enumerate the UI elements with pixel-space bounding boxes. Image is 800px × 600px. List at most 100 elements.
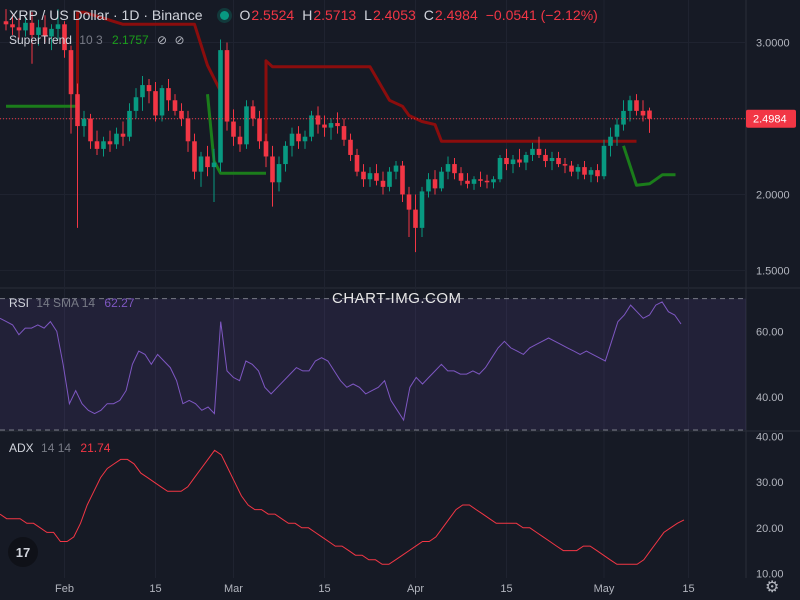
- candle-body: [439, 171, 444, 189]
- candle-body: [543, 154, 548, 162]
- candle-body: [224, 50, 230, 122]
- candle-body: [257, 118, 262, 142]
- candle-body: [361, 171, 366, 180]
- candle-body: [413, 209, 418, 228]
- candle-body: [120, 133, 126, 137]
- supertrend-legend[interactable]: SuperTrend 10 3 2.1757 ⊘ ⊘: [9, 33, 185, 47]
- candle-body: [179, 110, 184, 119]
- candle-body: [75, 94, 80, 127]
- candle-body: [237, 136, 243, 145]
- x-tick-label: 15: [149, 583, 161, 595]
- x-tick-label: May: [594, 583, 615, 595]
- candle-body: [3, 21, 9, 25]
- candle-body: [601, 145, 607, 177]
- x-tick-label: Mar: [224, 583, 243, 595]
- gear-icon[interactable]: ⚙: [765, 579, 780, 596]
- high-label: H: [302, 7, 313, 23]
- candle-body: [595, 170, 600, 177]
- tradingview-logo[interactable]: 17: [8, 537, 38, 567]
- candle-body: [127, 110, 132, 137]
- candle-body: [49, 28, 54, 37]
- rsi-band-fill: [0, 298, 746, 430]
- symbol-title: XRP / US Dollar · 1D · Binance: [9, 7, 203, 23]
- candle-body: [185, 118, 191, 142]
- adx-legend[interactable]: ADX 14 14 21.74: [9, 441, 110, 455]
- grid: [0, 0, 800, 578]
- candle-body: [205, 156, 210, 168]
- supertrend-down-line: [264, 59, 637, 149]
- candle-body: [647, 110, 652, 119]
- eye-off-icon[interactable]: ⊘: [157, 33, 168, 47]
- candle-body: [491, 179, 496, 183]
- x-tick-label: 15: [682, 583, 694, 595]
- candle-body: [569, 165, 574, 172]
- x-tick-label: Feb: [55, 583, 74, 595]
- candle-body: [270, 156, 275, 183]
- candle-body: [387, 171, 392, 187]
- candle-body: [484, 180, 490, 183]
- candle-body: [374, 173, 379, 181]
- candle-body: [556, 157, 561, 165]
- candle-body: [114, 133, 119, 145]
- candle-body: [419, 191, 425, 228]
- candle-body: [276, 164, 282, 183]
- rsi-params: 14 SMA 14: [36, 296, 96, 310]
- candle-body: [250, 106, 256, 119]
- candle-body: [68, 50, 74, 95]
- candle-body: [140, 85, 145, 98]
- candle-body: [367, 173, 373, 180]
- low-value: 2.4053: [372, 7, 416, 23]
- change-value: −0.0541 (−2.12%): [485, 7, 598, 23]
- candle-body: [458, 173, 464, 181]
- adx-value: 21.74: [80, 441, 111, 455]
- supertrend-up-line: [622, 145, 676, 187]
- candle-body: [348, 139, 353, 155]
- candle-body: [231, 121, 236, 137]
- candle-body: [81, 118, 87, 127]
- candle-body: [289, 133, 295, 146]
- candle-body: [10, 24, 15, 28]
- low-label: L: [364, 7, 372, 23]
- candle-body: [549, 157, 555, 162]
- close-value: 2.4984: [434, 7, 478, 23]
- candle-body: [452, 164, 457, 174]
- symbol-header: XRP / US Dollar · 1D · Binance O 2.5524 H…: [9, 7, 606, 23]
- candle-body: [445, 164, 451, 172]
- candle-body: [133, 97, 139, 111]
- candle-body: [94, 141, 100, 149]
- rsi-tick-label: 60.00: [756, 326, 784, 338]
- watermark: CHART-IMG.COM: [332, 290, 462, 307]
- supertrend-value: 2.1757: [111, 33, 149, 47]
- rsi-name: RSI: [9, 296, 30, 310]
- close-label: C: [423, 7, 434, 23]
- candle-body: [517, 159, 522, 163]
- candlesticks: [3, 9, 652, 253]
- candle-body: [88, 118, 93, 142]
- candle-body: [296, 133, 301, 142]
- candle-body: [101, 141, 106, 149]
- open-label: O: [239, 7, 251, 23]
- candle-body: [302, 136, 308, 142]
- candle-body: [497, 157, 503, 180]
- rsi-legend[interactable]: RSI 14 SMA 14 62.27: [9, 296, 134, 310]
- candle-body: [16, 27, 22, 31]
- candle-body: [62, 24, 67, 51]
- price-tick-label: 3.0000: [756, 38, 790, 50]
- candle-body: [393, 165, 399, 172]
- candle-body: [608, 136, 613, 146]
- candle-body: [536, 148, 542, 155]
- eye-off-icon[interactable]: ⊘: [174, 33, 185, 47]
- candle-body: [244, 106, 249, 145]
- candle-body: [471, 179, 477, 184]
- candle-body: [588, 170, 594, 175]
- supertrend-name: SuperTrend: [9, 33, 72, 47]
- candle-body: [621, 110, 626, 125]
- candle-body: [198, 156, 204, 172]
- candle-body: [192, 141, 197, 172]
- candle-body: [159, 88, 165, 116]
- candle-body: [166, 88, 171, 101]
- candle-body: [465, 180, 470, 184]
- candle-body: [640, 110, 646, 116]
- candle-body: [315, 115, 321, 125]
